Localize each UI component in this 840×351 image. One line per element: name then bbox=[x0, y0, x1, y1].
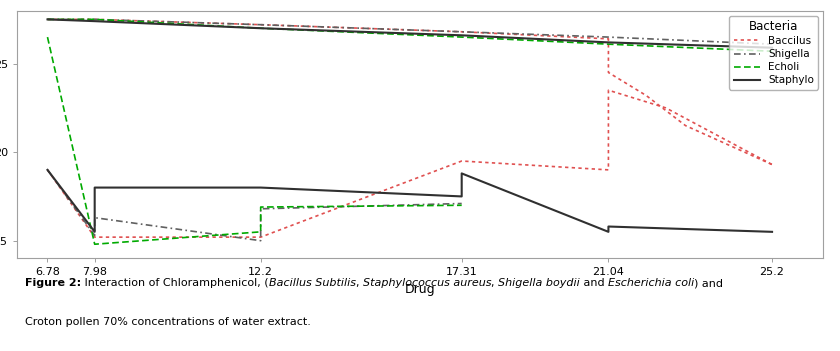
Text: ,: , bbox=[355, 278, 363, 288]
Text: Interaction of Chloramphenicol, (: Interaction of Chloramphenicol, ( bbox=[81, 278, 269, 288]
Text: ) and: ) and bbox=[694, 278, 723, 288]
Text: Bacillus Subtilis: Bacillus Subtilis bbox=[269, 278, 355, 288]
Legend: Baccilus, Shigella, Echoli, Staphylo: Baccilus, Shigella, Echoli, Staphylo bbox=[729, 16, 818, 90]
Text: Croton pollen 70% concentrations of water extract.: Croton pollen 70% concentrations of wate… bbox=[25, 317, 311, 327]
Text: Figure 2:: Figure 2: bbox=[25, 278, 81, 288]
Text: Escherichia coli: Escherichia coli bbox=[608, 278, 694, 288]
Text: ,: , bbox=[491, 278, 498, 288]
Text: Shigella boydii: Shigella boydii bbox=[498, 278, 580, 288]
Text: and: and bbox=[580, 278, 608, 288]
X-axis label: Drug: Drug bbox=[405, 283, 435, 296]
Text: Staphylococcus aureus: Staphylococcus aureus bbox=[363, 278, 491, 288]
